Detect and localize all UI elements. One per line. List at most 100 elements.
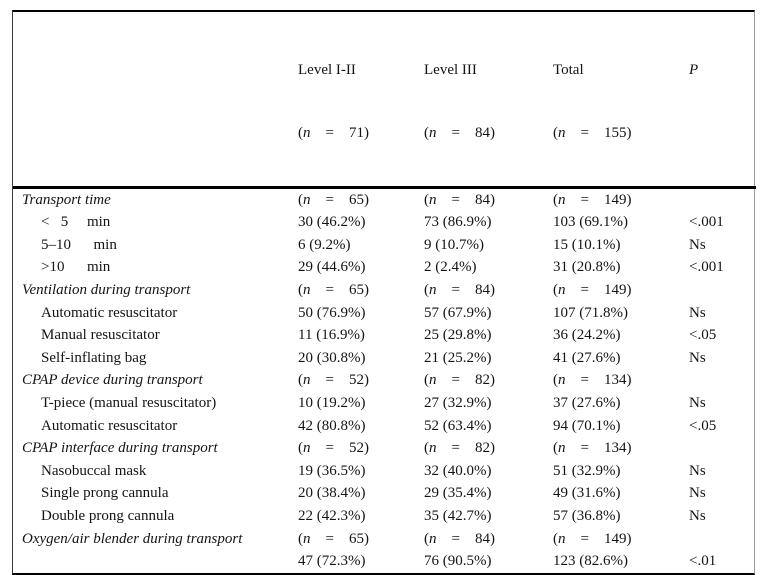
level12-cell: 47 (72.3%) bbox=[298, 553, 366, 570]
table-row-manual-resuscitator: Manual resuscitator 11 (16.9%) 25 (29.8%… bbox=[13, 324, 756, 347]
row-label: Transport time bbox=[22, 192, 111, 208]
total-cell: 31 (20.8%) bbox=[553, 259, 621, 276]
column-n-count: (n = 84) bbox=[424, 125, 495, 141]
table-header: Level I-II (n = 71) Level III (n = 84) T… bbox=[13, 12, 756, 188]
row-label: T-piece (manual resuscitator) bbox=[41, 395, 217, 412]
table-row-oxygen-air-blender-values: 47 (72.3%) 76 (90.5%) 123 (82.6%) <.01 bbox=[13, 550, 756, 573]
level3-cell: (n = 82) bbox=[424, 372, 495, 389]
level12-cell: (n = 52) bbox=[298, 440, 369, 457]
header-row: Level I-II (n = 71) Level III (n = 84) T… bbox=[13, 12, 756, 188]
column-header-level-3: Level III (n = 84) bbox=[424, 12, 553, 188]
level12-cell: 20 (30.8%) bbox=[298, 349, 366, 366]
table-row-oxygen-air-blender: Oxygen/air blender during transport (n =… bbox=[13, 527, 756, 550]
level3-cell: 52 (63.4%) bbox=[424, 417, 492, 434]
table-row-ventilation: Ventilation during transport (n = 65) (n… bbox=[13, 279, 756, 302]
total-cell: (n = 149) bbox=[553, 282, 632, 299]
table-body: Transport time (n = 65) (n = 84) (n = 14… bbox=[13, 188, 756, 573]
level12-cell: 11 (16.9%) bbox=[298, 327, 365, 344]
level3-cell: 25 (29.8%) bbox=[424, 327, 492, 344]
level3-cell: 21 (25.2%) bbox=[424, 349, 492, 366]
column-header-level-1-2: Level I-II (n = 71) bbox=[298, 12, 424, 188]
p-cell: Ns bbox=[689, 304, 706, 321]
total-cell: 57 (36.8%) bbox=[553, 508, 621, 525]
level12-cell: 29 (44.6%) bbox=[298, 259, 366, 276]
table-row-automatic-resuscitator: Automatic resuscitator 50 (76.9%) 57 (67… bbox=[13, 301, 756, 324]
p-cell: Ns bbox=[689, 485, 706, 502]
total-cell: 123 (82.6%) bbox=[553, 553, 628, 570]
column-title: Total bbox=[553, 62, 584, 78]
table-row-5-10-min: 5–10 min 6 (9.2%) 9 (10.7%) 15 (10.1%) N… bbox=[13, 234, 756, 257]
total-cell: 107 (71.8%) bbox=[553, 304, 628, 321]
level3-cell: 76 (90.5%) bbox=[424, 553, 492, 570]
table-row-cpap-interface: CPAP interface during transport (n = 52)… bbox=[13, 437, 756, 460]
p-cell: <.05 bbox=[689, 417, 717, 434]
row-label: CPAP device during transport bbox=[22, 372, 203, 389]
total-cell: (n = 149) bbox=[553, 530, 632, 547]
p-cell: Ns bbox=[689, 349, 706, 366]
table-row-t-piece: T-piece (manual resuscitator) 10 (19.2%)… bbox=[13, 392, 756, 415]
level3-cell: 35 (42.7%) bbox=[424, 508, 492, 525]
table-row-double-prong-cannula: Double prong cannula 22 (42.3%) 35 (42.7… bbox=[13, 505, 756, 528]
row-label: Self-inflating bag bbox=[41, 349, 147, 366]
results-table: Level I-II (n = 71) Level III (n = 84) T… bbox=[13, 12, 756, 573]
level12-cell: (n = 65) bbox=[298, 282, 369, 299]
column-title: Level III bbox=[424, 62, 477, 78]
level3-cell: 27 (32.9%) bbox=[424, 395, 492, 412]
clinical-results-table: Level I-II (n = 71) Level III (n = 84) T… bbox=[12, 10, 756, 575]
level12-cell: 6 (9.2%) bbox=[298, 236, 351, 253]
level3-cell: (n = 82) bbox=[424, 440, 495, 457]
level3-cell: 29 (35.4%) bbox=[424, 485, 492, 502]
p-cell bbox=[689, 188, 756, 212]
total-cell: 103 (69.1%) bbox=[553, 214, 628, 231]
level12-cell: 22 (42.3%) bbox=[298, 508, 366, 525]
column-header-total: Total (n = 155) bbox=[553, 12, 689, 188]
row-label bbox=[13, 550, 298, 573]
p-cell bbox=[689, 369, 756, 392]
level12-cell: 10 (19.2%) bbox=[298, 395, 366, 412]
table-row-self-inflating-bag: Self-inflating bag 20 (30.8%) 21 (25.2%)… bbox=[13, 347, 756, 370]
table-row-transport-time: Transport time (n = 65) (n = 84) (n = 14… bbox=[13, 188, 756, 212]
p-cell bbox=[689, 527, 756, 550]
level3-cell: 57 (67.9%) bbox=[424, 304, 492, 321]
row-label: >10 min bbox=[41, 259, 111, 276]
total-cell: (n = 134) bbox=[553, 372, 632, 389]
row-label: Automatic resuscitator bbox=[41, 304, 178, 321]
table-row-automatic-resuscitator-cpap: Automatic resuscitator 42 (80.8%) 52 (63… bbox=[13, 414, 756, 437]
level12-cell: (n = 65) bbox=[298, 192, 369, 208]
row-label: Single prong cannula bbox=[41, 485, 169, 502]
p-cell bbox=[689, 279, 756, 302]
column-n-count: (n = 71) bbox=[298, 125, 369, 141]
level3-cell: 73 (86.9%) bbox=[424, 214, 492, 231]
row-label: Oxygen/air blender during transport bbox=[22, 530, 243, 547]
p-cell: <.001 bbox=[689, 214, 724, 231]
table-row-single-prong-cannula: Single prong cannula 20 (38.4%) 29 (35.4… bbox=[13, 482, 756, 505]
level12-cell: (n = 52) bbox=[298, 372, 369, 389]
level3-cell: 2 (2.4%) bbox=[424, 259, 477, 276]
table-row-under-5-min: < 5 min 30 (46.2%) 73 (86.9%) 103 (69.1%… bbox=[13, 211, 756, 234]
level3-cell: (n = 84) bbox=[424, 530, 495, 547]
row-label: Ventilation during transport bbox=[22, 282, 191, 299]
total-cell: (n = 149) bbox=[553, 192, 632, 208]
p-cell: <.001 bbox=[689, 259, 724, 276]
column-header-empty bbox=[13, 12, 298, 188]
total-cell: (n = 134) bbox=[553, 440, 632, 457]
total-cell: 49 (31.6%) bbox=[553, 485, 621, 502]
column-title: Level I-II bbox=[298, 62, 356, 78]
total-cell: 94 (70.1%) bbox=[553, 417, 621, 434]
p-cell: <.01 bbox=[689, 553, 717, 570]
row-label: Manual resuscitator bbox=[41, 327, 160, 344]
level12-cell: (n = 65) bbox=[298, 530, 369, 547]
column-n-count: (n = 155) bbox=[553, 125, 632, 141]
table-row-cpap-device: CPAP device during transport (n = 52) (n… bbox=[13, 369, 756, 392]
level3-cell: (n = 84) bbox=[424, 192, 495, 208]
level3-cell: (n = 84) bbox=[424, 282, 495, 299]
row-label: Double prong cannula bbox=[41, 508, 175, 525]
total-cell: 36 (24.2%) bbox=[553, 327, 621, 344]
p-cell: Ns bbox=[689, 236, 706, 253]
table-row-over-10-min: >10 min 29 (44.6%) 2 (2.4%) 31 (20.8%) <… bbox=[13, 256, 756, 279]
row-label: < 5 min bbox=[41, 214, 111, 231]
total-cell: 15 (10.1%) bbox=[553, 236, 621, 253]
row-label: 5–10 min bbox=[41, 236, 117, 253]
level3-cell: 9 (10.7%) bbox=[424, 236, 484, 253]
column-header-p-value: P bbox=[689, 12, 756, 188]
